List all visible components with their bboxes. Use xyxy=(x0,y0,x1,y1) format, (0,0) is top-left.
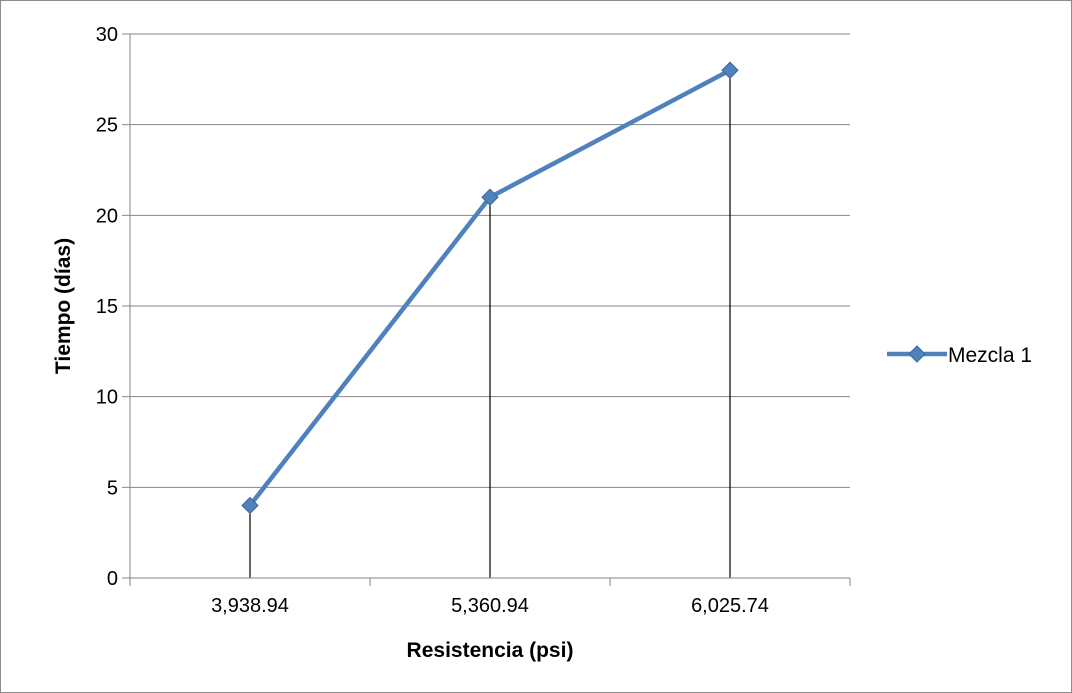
y-tick-label: 5 xyxy=(107,477,118,499)
legend-label: Mezcla 1 xyxy=(948,344,1032,367)
x-tick-label: 6,025.74 xyxy=(691,595,769,617)
y-axis-title: Tiempo (días) xyxy=(52,238,75,374)
y-tick-label: 0 xyxy=(107,568,118,590)
data-point-marker xyxy=(481,188,499,206)
y-tick-label: 25 xyxy=(96,115,118,137)
x-tick-label: 5,360.94 xyxy=(451,595,529,617)
data-point-marker xyxy=(241,496,259,515)
y-tick-label: 15 xyxy=(96,296,118,318)
data-point-marker xyxy=(721,61,739,79)
series-group xyxy=(241,61,739,515)
x-tick-labels: 3,938.94 5,360.94 6,025.74 xyxy=(129,578,851,617)
x-tick-label: 3,938.94 xyxy=(211,595,289,617)
y-tick-label: 20 xyxy=(96,205,118,227)
y-tick-label: 30 xyxy=(96,24,118,46)
y-tick-label: 10 xyxy=(96,387,118,409)
y-tick-labels: 0 5 10 15 20 25 30 xyxy=(96,24,130,590)
legend: Mezcla 1 xyxy=(887,344,1032,367)
x-axis-title: Resistencia (psi) xyxy=(407,639,574,662)
legend-diamond-marker xyxy=(908,345,926,363)
drop-lines xyxy=(249,70,731,578)
